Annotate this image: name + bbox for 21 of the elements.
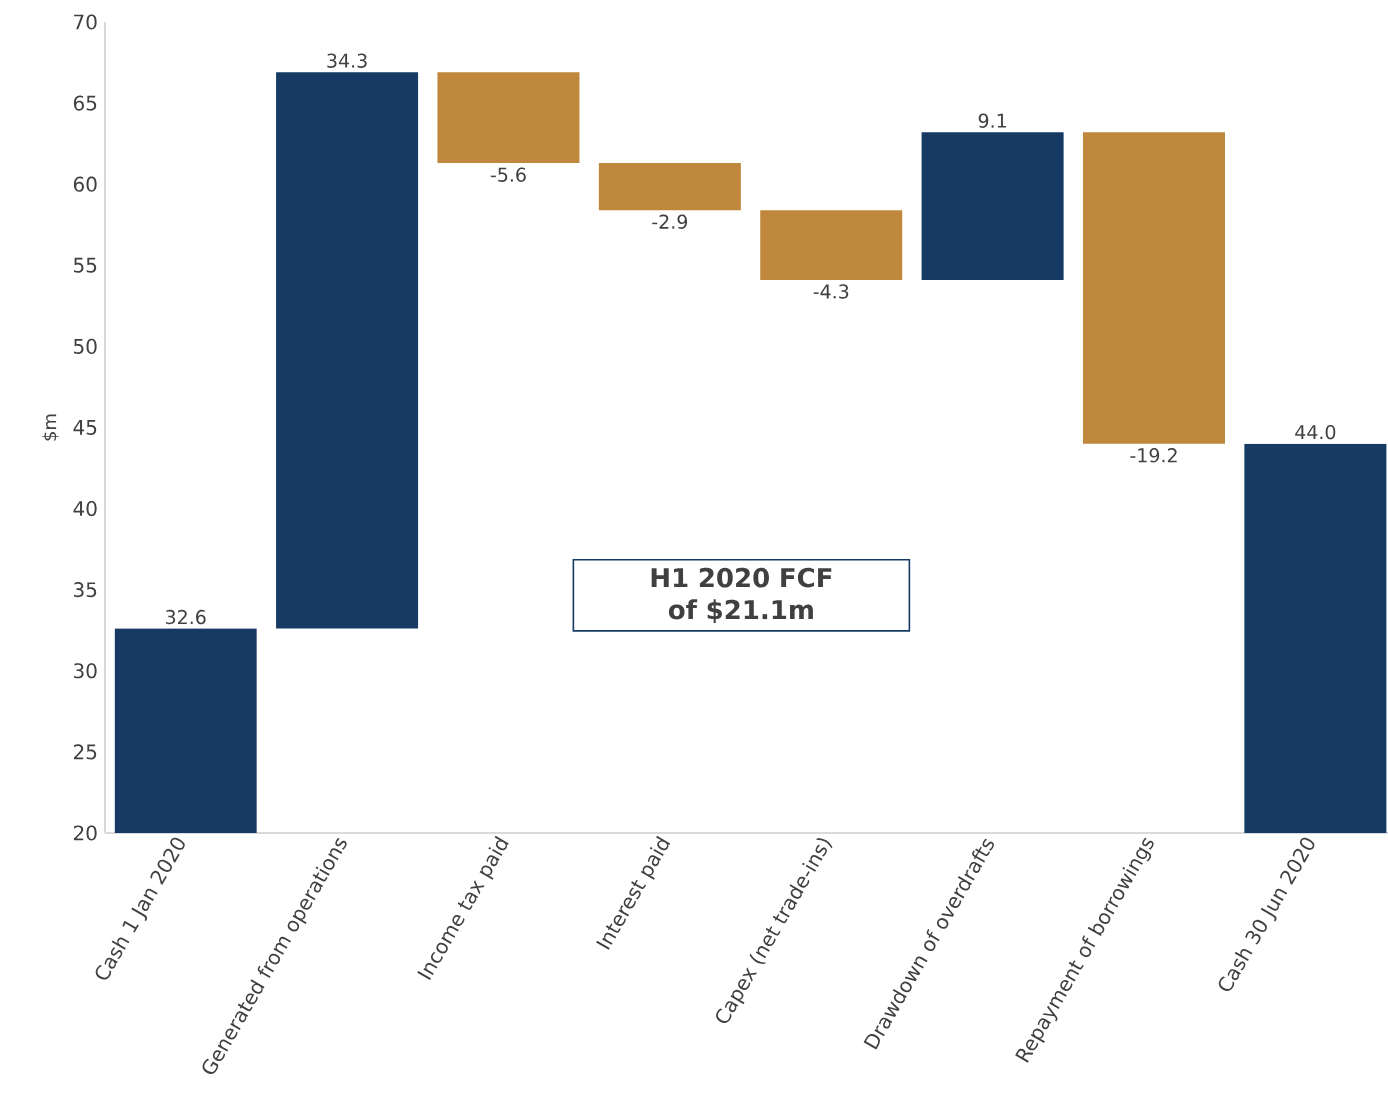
y-tick-label: 50 <box>74 338 97 354</box>
data-label: -5.6 <box>490 167 526 182</box>
y-tick-label: 70 <box>74 14 97 30</box>
y-tick-label: 45 <box>73 420 97 435</box>
y-tick-label: 65 <box>73 95 97 111</box>
y-tick-label: 35 <box>74 582 97 598</box>
y-tick-label: 25 <box>73 744 97 760</box>
data-label: 9.1 <box>978 113 1006 128</box>
y-tick-label: 30 <box>74 663 97 679</box>
data-label: 44.0 <box>1295 424 1336 440</box>
y-tick-label: 20 <box>73 825 97 841</box>
annotation: H1 2020 FCF of $21.1m <box>651 567 832 623</box>
data-label: 34.3 <box>327 53 367 68</box>
data-label: -4.3 <box>813 284 849 299</box>
data-label: -19.2 <box>1130 448 1177 463</box>
y-tick-label: 60 <box>73 176 97 192</box>
data-label: -2.9 <box>652 214 688 229</box>
y-tick-label: 55 <box>74 257 97 273</box>
data-label: 32.6 <box>165 609 206 625</box>
y-tick-label: 40 <box>73 501 97 517</box>
y-axis-title: $m <box>42 414 59 441</box>
